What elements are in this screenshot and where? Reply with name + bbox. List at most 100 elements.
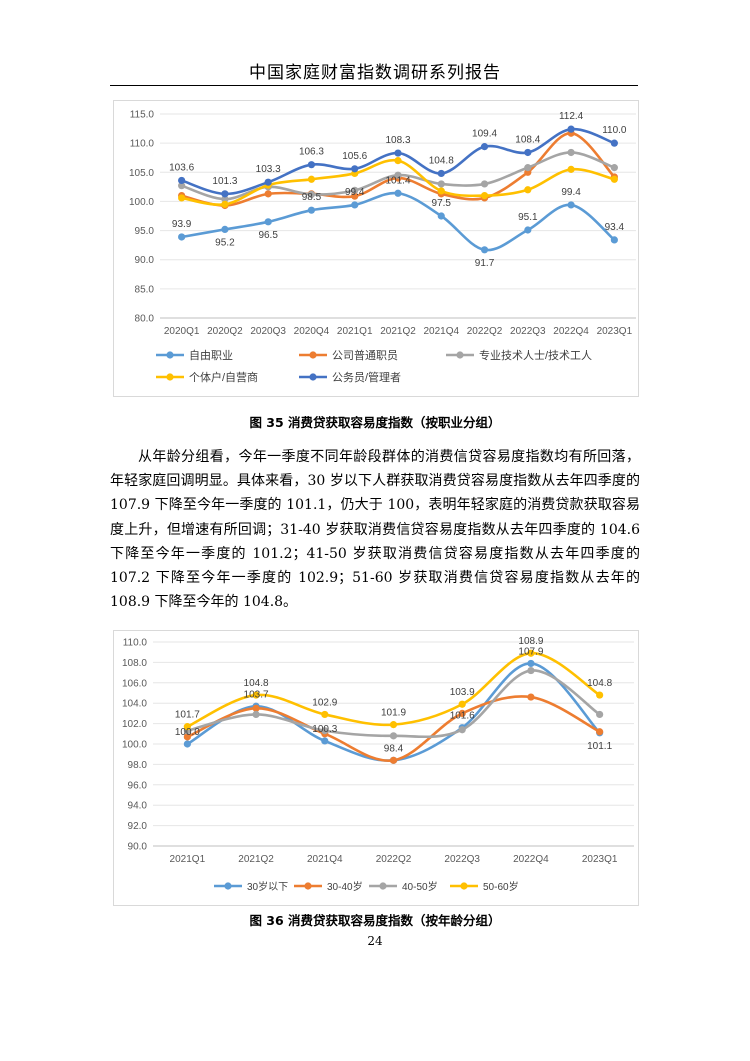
- series-point: [264, 218, 272, 226]
- data-label: 101.6: [450, 711, 475, 722]
- legend-swatch-marker: [379, 882, 387, 890]
- data-label: 104.8: [429, 155, 454, 166]
- series-point: [596, 691, 604, 699]
- legend-label: 30岁以下: [247, 880, 288, 893]
- data-label: 102.9: [312, 697, 337, 708]
- figure-35-caption: 图 35 消费贷获取容易度指数（按职业分组）: [249, 415, 501, 430]
- series-point: [183, 740, 191, 748]
- data-label: 101.4: [385, 175, 410, 186]
- series-point: [307, 206, 316, 214]
- x-tick-label: 2023Q1: [582, 854, 618, 865]
- series-point: [264, 190, 272, 198]
- series-point: [351, 186, 359, 194]
- data-label: 101.1: [587, 741, 612, 752]
- y-tick-label: 100.0: [129, 197, 154, 208]
- age-line-chart: 90.0 92.0 94.0 96.0 98.0 100.0 102.0 104.0 106.0…: [122, 636, 634, 893]
- series-point: [567, 125, 575, 133]
- series-point: [351, 201, 359, 209]
- age-analysis-paragraph: 从年龄分组看，今年一季度不同年龄段群体的消费信贷容易度指数均有所回落，年轻家庭回…: [110, 449, 640, 611]
- series-point: [480, 180, 489, 188]
- series-point: [394, 157, 402, 165]
- series-point: [437, 187, 445, 195]
- y-tick-label: 98.0: [128, 760, 148, 771]
- data-label: 99.4: [561, 187, 581, 198]
- legend-swatch-marker: [309, 373, 317, 381]
- x-tick-label: 2020Q2: [207, 326, 243, 337]
- series-point: [178, 194, 186, 202]
- series-point: [178, 233, 186, 241]
- legend-label: 个体户/自营商: [189, 370, 258, 384]
- page-number: 24: [367, 934, 383, 948]
- x-tick-label: 2022Q4: [553, 326, 589, 337]
- series-point: [480, 143, 489, 151]
- series-point: [307, 161, 316, 169]
- y-tick-label: 104.0: [122, 699, 147, 710]
- y-tick-label: 92.0: [128, 821, 148, 832]
- series-point: [183, 723, 191, 731]
- data-label: 103.7: [244, 689, 269, 700]
- series-point: [394, 171, 402, 179]
- series-point: [458, 726, 466, 734]
- data-label: 108.4: [515, 134, 540, 145]
- series-point: [527, 693, 535, 701]
- series-point: [527, 649, 535, 657]
- series-point: [458, 700, 466, 708]
- series-point: [610, 175, 618, 183]
- x-tick-label: 2022Q3: [444, 854, 480, 865]
- legend-swatch-marker: [224, 882, 232, 890]
- series-point: [437, 169, 445, 178]
- legend-label: 自由职业: [189, 348, 233, 362]
- data-label: 95.2: [215, 237, 235, 248]
- x-tick-label: 2021Q2: [380, 326, 416, 337]
- series-point: [610, 164, 618, 172]
- series-point: [480, 192, 489, 200]
- series-point: [264, 178, 272, 186]
- legend-swatch-marker: [166, 351, 174, 359]
- report-series-title: 中国家庭财富指数调研系列报告: [249, 63, 501, 83]
- data-label: 107.9: [518, 646, 543, 657]
- y-tick-label: 90.0: [135, 255, 155, 266]
- data-label: 98.5: [302, 192, 322, 203]
- series-point: [524, 186, 532, 194]
- legend-swatch-marker: [460, 882, 468, 890]
- x-tick-label: 2020Q1: [164, 326, 200, 337]
- data-label: 103.3: [256, 164, 281, 175]
- x-tick-label: 2021Q4: [423, 326, 459, 337]
- legend-label: 专业技术人士/技术工人: [479, 348, 592, 362]
- series-point: [307, 175, 316, 183]
- series-point: [321, 737, 329, 745]
- series-point: [524, 164, 532, 172]
- data-label: 110.0: [602, 125, 627, 136]
- data-label: 100.0: [175, 727, 200, 738]
- series-point: [252, 704, 260, 712]
- y-tick-label: 106.0: [122, 678, 147, 689]
- data-label: 101.7: [175, 710, 200, 721]
- legend-label: 50-60岁: [483, 880, 519, 893]
- body-text: 从年龄分组看，今年一季度不同年龄段群体的消费信贷容易度指数均有所回落，年轻家庭回…: [110, 445, 640, 614]
- series-point: [480, 246, 489, 254]
- data-label: 97.5: [432, 198, 452, 209]
- occupation-line-chart: 80.0 85.0 90.0 95.0 100.0 105.0 110.0 115.0 2020…: [129, 110, 636, 384]
- data-label: 103.9: [450, 687, 475, 698]
- series-point: [437, 212, 445, 220]
- data-label: 108.3: [385, 135, 410, 146]
- legend-label: 40-50岁: [402, 880, 438, 893]
- series-point: [389, 756, 398, 764]
- series-point: [524, 226, 532, 234]
- figure-36-caption: 图 36 消费贷获取容易度指数（按年龄分组）: [249, 913, 501, 928]
- series-point: [394, 149, 402, 157]
- data-label: 91.7: [475, 258, 495, 269]
- occupation-chart-frame: 80.0 85.0 90.0 95.0 100.0 105.0 110.0 115.0 2020…: [113, 100, 639, 397]
- series-point: [221, 225, 229, 234]
- series-point: [437, 180, 445, 188]
- y-tick-label: 105.0: [129, 168, 154, 179]
- x-tick-label: 2022Q4: [513, 854, 549, 865]
- series-point: [307, 190, 316, 199]
- series-point: [221, 195, 229, 203]
- age-chart-frame: 90.0 92.0 94.0 96.0 98.0 100.0 102.0 104.0 106.0…: [113, 630, 639, 906]
- data-label: 93.9: [172, 219, 192, 230]
- data-label: 109.4: [472, 129, 497, 140]
- series-point: [524, 148, 532, 157]
- data-label: 105.6: [342, 151, 367, 162]
- data-label: 103.6: [169, 162, 194, 173]
